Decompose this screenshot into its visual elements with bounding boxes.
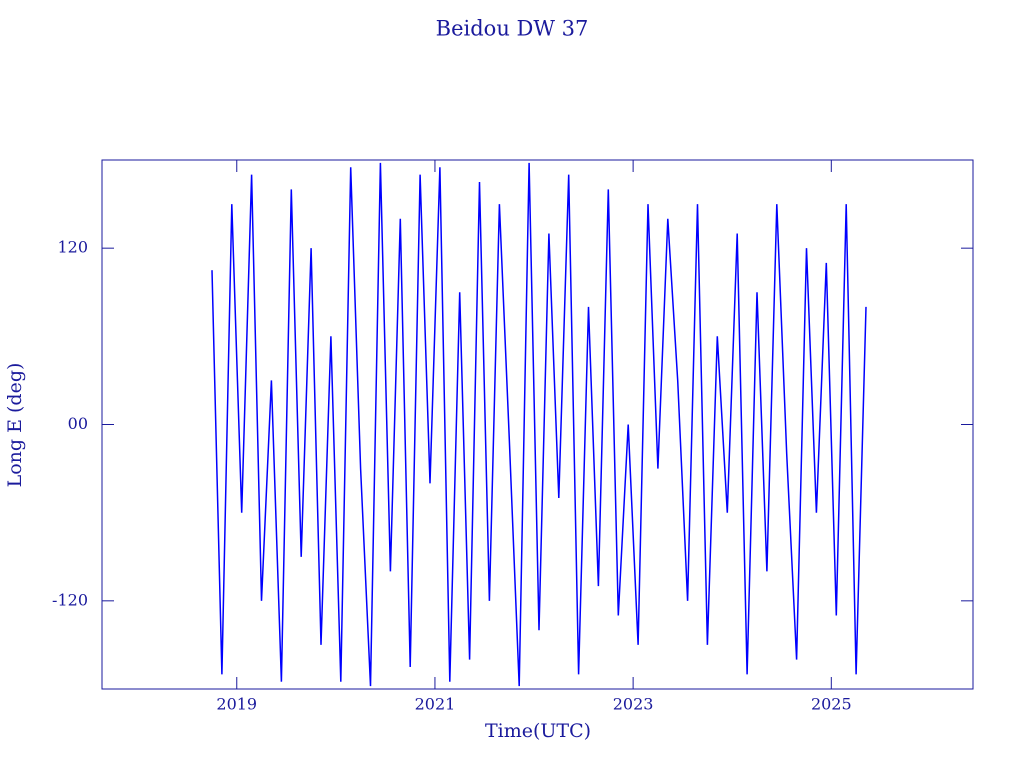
- x-tick-label: 2023: [613, 695, 654, 714]
- y-tick-label: -120: [52, 590, 88, 609]
- x-tick-label: 2021: [415, 695, 456, 714]
- x-tick-label: 2025: [811, 695, 852, 714]
- y-tick-label: 00: [68, 414, 88, 433]
- y-axis-label: Long E (deg): [4, 363, 26, 488]
- x-tick-label: 2019: [216, 695, 257, 714]
- data-line: [211, 162, 867, 687]
- y-tick-label: 120: [57, 238, 88, 257]
- x-axis-label: Time(UTC): [485, 720, 591, 742]
- chart-title: Beidou DW 37: [436, 17, 589, 41]
